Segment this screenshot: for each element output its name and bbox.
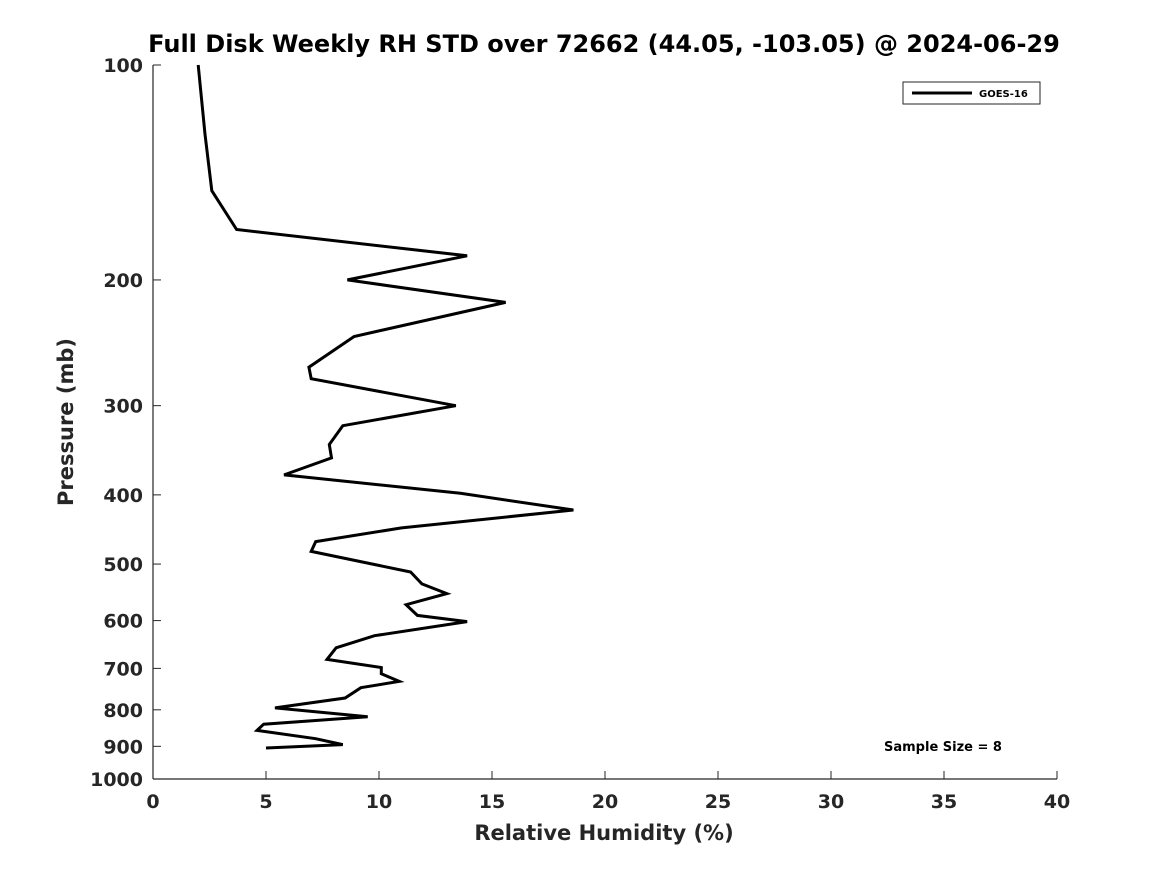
x-tick-label: 5: [259, 791, 272, 813]
y-tick-label: 800: [103, 700, 143, 722]
x-tick-label: 35: [931, 791, 957, 813]
y-tick-label: 900: [103, 736, 143, 758]
y-tick-label: 100: [103, 55, 143, 77]
x-ticks: 0 5 10 15 20 25 30 35 40: [146, 771, 1070, 813]
legend-label-goes-16: GOES-16: [979, 89, 1028, 100]
x-tick-label: 10: [366, 791, 392, 813]
legend: GOES-16: [902, 81, 1041, 105]
y-tick-label: 700: [103, 658, 143, 680]
y-tick-label: 200: [103, 270, 143, 292]
x-tick-label: 0: [146, 791, 159, 813]
y-tick-label: 400: [103, 485, 143, 507]
y-tick-label: 600: [103, 611, 143, 633]
series-line-goes-16: [196, 64, 574, 750]
chart-title: Full Disk Weekly RH STD over 72662 (44.0…: [148, 30, 1060, 58]
x-tick-label: 15: [479, 791, 505, 813]
x-tick-label: 30: [818, 791, 844, 813]
x-tick-label: 25: [705, 791, 731, 813]
y-tick-label: 300: [103, 396, 143, 418]
y-tick-label: 500: [103, 554, 143, 576]
y-ticks: 100 200 300 400 500 600 700 800 900 1000: [90, 55, 161, 791]
x-tick-label: 40: [1044, 791, 1070, 813]
series-layer: [196, 64, 574, 750]
y-tick-label: 1000: [90, 769, 143, 791]
x-axis-label: Relative Humidity (%): [474, 821, 733, 845]
sample-size-annotation: Sample Size = 8: [884, 740, 1002, 755]
y-axis-label: Pressure (mb): [54, 338, 78, 506]
x-tick-label: 20: [592, 791, 618, 813]
